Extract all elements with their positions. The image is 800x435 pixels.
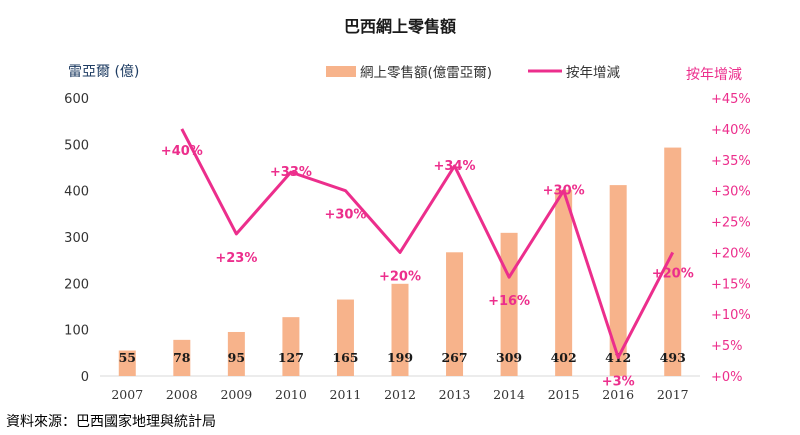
bar-data-label: 127 bbox=[278, 350, 304, 365]
y-axis-title: 雷亞爾 (億) bbox=[68, 64, 139, 80]
x-tick-label: 2007 bbox=[111, 387, 143, 402]
bar-data-label: 78 bbox=[173, 350, 191, 365]
x-tick-label: 2008 bbox=[166, 387, 198, 402]
line-data-label: +40% bbox=[161, 144, 203, 159]
y2-axis-title: 按年增減 bbox=[686, 66, 742, 83]
y-tick-label: 300 bbox=[64, 231, 89, 246]
line-data-label: +30% bbox=[324, 208, 366, 223]
bar-data-label: 55 bbox=[119, 350, 136, 365]
bar bbox=[446, 252, 464, 376]
line-data-label: +3% bbox=[602, 374, 635, 389]
line-data-label: +23% bbox=[215, 251, 257, 266]
line-labels: +40% +23% +33% +30% +20% +34% +16% +30% +3% +20% bbox=[161, 144, 694, 390]
y-axis: 0 100 200 300 400 500 600 bbox=[64, 92, 89, 385]
bar-data-label: 267 bbox=[441, 350, 467, 365]
bar bbox=[391, 283, 409, 376]
x-tick-label: 2015 bbox=[548, 387, 580, 402]
legend-bar-swatch bbox=[326, 66, 356, 77]
bar-data-label: 493 bbox=[660, 350, 686, 365]
legend: 網上零售額(億雷亞爾) 按年增減 bbox=[326, 64, 620, 81]
y2-tick-label: +25% bbox=[711, 216, 751, 231]
chart-title: 巴西網上零售額 bbox=[344, 17, 456, 36]
y-tick-label: 400 bbox=[64, 185, 89, 200]
x-tick-label: 2012 bbox=[384, 387, 416, 402]
y2-tick-label: +0% bbox=[711, 370, 743, 385]
bar-data-label: 402 bbox=[551, 350, 577, 365]
x-tick-label: 2017 bbox=[657, 387, 689, 402]
x-tick-label: 2009 bbox=[220, 387, 252, 402]
y2-tick-label: +45% bbox=[711, 92, 751, 107]
x-axis: 2007 2008 2009 2010 2011 2012 2013 2014 2015 2016… bbox=[111, 387, 688, 402]
y2-tick-label: +20% bbox=[711, 246, 751, 261]
bar-data-label: 95 bbox=[228, 350, 245, 365]
y2-axis: +0% +5% +10% +15% +20% +25% +30% +35% +40% +45% bbox=[711, 92, 751, 385]
bar bbox=[664, 147, 682, 376]
legend-bar-label: 網上零售額(億雷亞爾) bbox=[360, 65, 492, 81]
legend-line-label: 按年增減 bbox=[566, 64, 620, 81]
y2-tick-label: +30% bbox=[711, 185, 751, 200]
x-tick-label: 2011 bbox=[330, 387, 362, 402]
source-note: 資料來源：巴西國家地理與統計局 bbox=[6, 413, 216, 430]
y2-tick-label: +35% bbox=[711, 154, 751, 169]
bar bbox=[118, 350, 136, 376]
bar bbox=[609, 185, 627, 376]
y-tick-label: 0 bbox=[81, 370, 89, 385]
y2-tick-label: +10% bbox=[711, 308, 751, 323]
y2-tick-label: +15% bbox=[711, 277, 751, 292]
bar bbox=[227, 331, 245, 376]
line-growth bbox=[180, 128, 675, 359]
bar-data-label: 309 bbox=[496, 350, 522, 365]
x-tick-label: 2010 bbox=[275, 387, 307, 402]
y2-tick-label: +40% bbox=[711, 123, 751, 138]
y2-tick-label: +5% bbox=[711, 339, 743, 354]
x-tick-label: 2013 bbox=[439, 387, 471, 402]
y-tick-label: 100 bbox=[64, 324, 89, 339]
line-data-label: +20% bbox=[379, 269, 421, 284]
bar-data-label: 165 bbox=[332, 350, 358, 365]
y-tick-label: 200 bbox=[64, 277, 89, 292]
x-tick-label: 2014 bbox=[493, 387, 525, 402]
y-tick-label: 500 bbox=[64, 138, 89, 153]
bar bbox=[173, 339, 191, 376]
line-data-label: +33% bbox=[270, 165, 312, 180]
bar bbox=[336, 299, 354, 376]
line-series bbox=[180, 128, 675, 359]
bar bbox=[282, 317, 300, 376]
bar-data-label: 199 bbox=[387, 350, 413, 365]
bar-series bbox=[118, 147, 682, 376]
line-data-label: +30% bbox=[543, 184, 585, 199]
y-tick-label: 600 bbox=[64, 92, 89, 107]
x-tick-label: 2016 bbox=[602, 387, 634, 402]
bar bbox=[555, 189, 573, 376]
line-data-label: +20% bbox=[652, 266, 694, 281]
line-data-label: +16% bbox=[488, 294, 530, 309]
bar-labels: 55 78 95 127 165 199 267 309 402 412 493 bbox=[119, 350, 686, 365]
line-data-label: +34% bbox=[434, 159, 476, 174]
